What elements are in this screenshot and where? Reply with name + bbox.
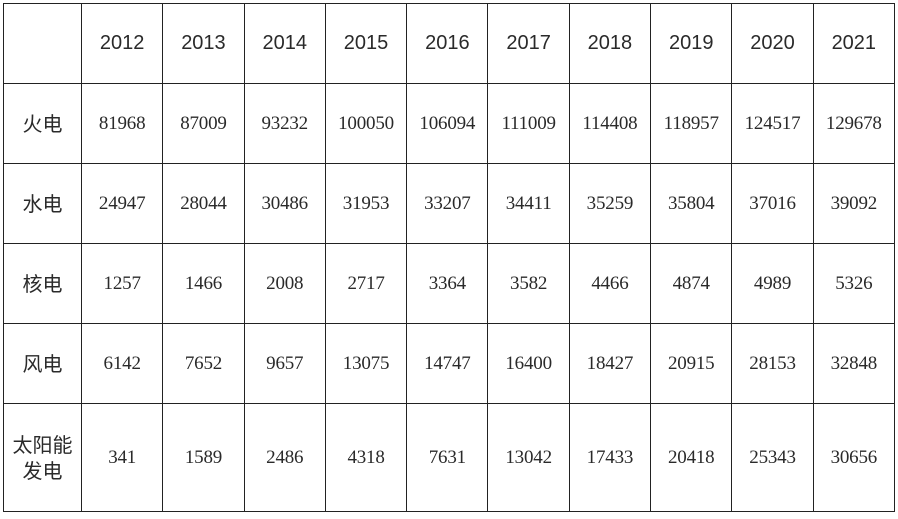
value-cell: 3582 [487,243,570,324]
value-cell: 37016 [731,163,814,244]
year-header: 2014 [243,3,326,84]
row-label: 火电 [3,83,82,164]
year-header: 2021 [812,3,895,84]
value-cell: 35259 [568,163,652,244]
value-cell: 4989 [731,243,814,324]
value-cell: 18427 [568,323,652,404]
table-row: 水电 24947 28044 30486 31953 33207 34411 35259 358… [3,163,895,244]
value-cell: 24947 [80,163,164,244]
value-cell: 7631 [406,403,489,512]
table-row: 核电 1257 1466 2008 2717 3364 3582 4466 4874 4989 53… [3,243,895,324]
value-cell: 31953 [324,163,408,244]
value-cell: 1257 [80,243,164,324]
value-cell: 2486 [243,403,326,512]
value-cell: 93232 [243,83,326,164]
value-cell: 20418 [650,403,733,512]
value-cell: 124517 [731,83,814,164]
value-cell: 28153 [731,323,814,404]
value-cell: 30486 [243,163,326,244]
value-cell: 5326 [812,243,895,324]
table-body: 2012 2013 2014 2015 2016 2017 2018 2019 … [3,3,895,512]
value-cell: 111009 [487,83,570,164]
value-cell: 106094 [406,83,489,164]
value-cell: 13042 [487,403,570,512]
value-cell: 87009 [162,83,245,164]
value-cell: 16400 [487,323,570,404]
value-cell: 28044 [162,163,245,244]
year-header: 2013 [162,3,245,84]
value-cell: 100050 [324,83,408,164]
data-table-container: 2012 2013 2014 2015 2016 2017 2018 2019 … [3,3,895,512]
value-cell: 1589 [162,403,245,512]
value-cell: 20915 [650,323,733,404]
value-cell: 114408 [568,83,652,164]
table-row: 太阳能 发电 341 1589 2486 4318 7631 13042 17433 20418 2… [3,403,895,512]
year-header: 2019 [650,3,733,84]
value-cell: 25343 [731,403,814,512]
row-label: 水电 [3,163,82,244]
value-cell: 2717 [324,243,408,324]
value-cell: 118957 [650,83,733,164]
year-header: 2012 [80,3,164,84]
value-cell: 4874 [650,243,733,324]
corner-cell [3,3,82,84]
value-cell: 32848 [812,323,895,404]
value-cell: 341 [80,403,164,512]
value-cell: 129678 [812,83,895,164]
value-cell: 9657 [243,323,326,404]
value-cell: 3364 [406,243,489,324]
power-generation-table: 2012 2013 2014 2015 2016 2017 2018 2019 … [3,3,895,512]
year-header: 2018 [568,3,652,84]
year-header: 2015 [324,3,408,84]
table-row: 火电 81968 87009 93232 100050 106094 111009 11440… [3,83,895,164]
value-cell: 14747 [406,323,489,404]
year-header: 2020 [731,3,814,84]
value-cell: 81968 [80,83,164,164]
year-header: 2016 [406,3,489,84]
value-cell: 2008 [243,243,326,324]
value-cell: 6142 [80,323,164,404]
value-cell: 33207 [406,163,489,244]
year-header: 2017 [487,3,570,84]
value-cell: 4466 [568,243,652,324]
value-cell: 35804 [650,163,733,244]
value-cell: 1466 [162,243,245,324]
value-cell: 13075 [324,323,408,404]
row-label: 风电 [3,323,82,404]
row-label-line: 发电 [22,458,63,483]
value-cell: 4318 [324,403,408,512]
value-cell: 17433 [568,403,652,512]
row-label: 太阳能 发电 [3,403,82,512]
row-label-line: 太阳能 [12,432,73,457]
value-cell: 7652 [162,323,245,404]
table-row: 风电 6142 7652 9657 13075 14747 16400 18427 20915 2… [3,323,895,404]
header-row: 2012 2013 2014 2015 2016 2017 2018 2019 … [3,3,895,84]
value-cell: 30656 [812,403,895,512]
row-label: 核电 [3,243,82,324]
value-cell: 39092 [812,163,895,244]
value-cell: 34411 [487,163,570,244]
